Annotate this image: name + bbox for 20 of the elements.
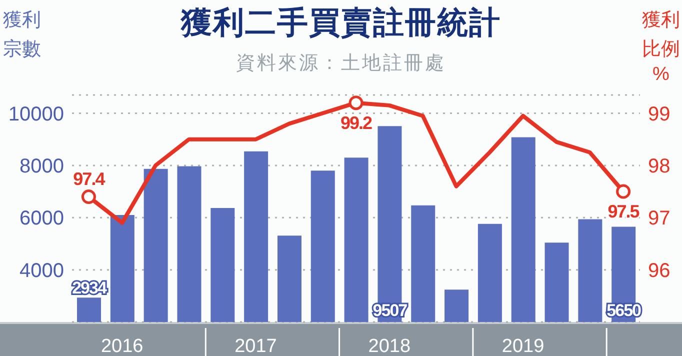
y2-axis-title: 獲利比例% <box>642 9 680 86</box>
data-label: 97.4 <box>73 168 106 189</box>
y-tick-label: 10000 <box>8 103 64 126</box>
y2-tick-label: 98 <box>648 156 670 178</box>
x-tick-label: 2018 <box>368 336 411 356</box>
x-tick-label: 2017 <box>234 336 277 356</box>
y2-tick-label: 99 <box>648 103 670 126</box>
y2-tick-label: 96 <box>648 260 670 282</box>
y2-tick-label: 97 <box>648 208 670 230</box>
data-label: 2934 <box>72 278 108 298</box>
data-label: 97.5 <box>608 202 640 222</box>
y-tick-label: 6000 <box>20 208 64 230</box>
y-tick-label: 4000 <box>20 260 64 282</box>
data-label: 99.2 <box>340 112 372 133</box>
x-tick-label: 2019 <box>502 336 544 356</box>
source-note: 資料來源：土地註冊處 <box>236 52 446 74</box>
x-tick-label: 2016 <box>100 336 144 356</box>
y-axis-title: 獲利宗數 <box>3 9 41 62</box>
y-tick-label: 8000 <box>20 156 64 178</box>
chart-title: 獲利二手買賣註冊統計 <box>181 5 501 40</box>
